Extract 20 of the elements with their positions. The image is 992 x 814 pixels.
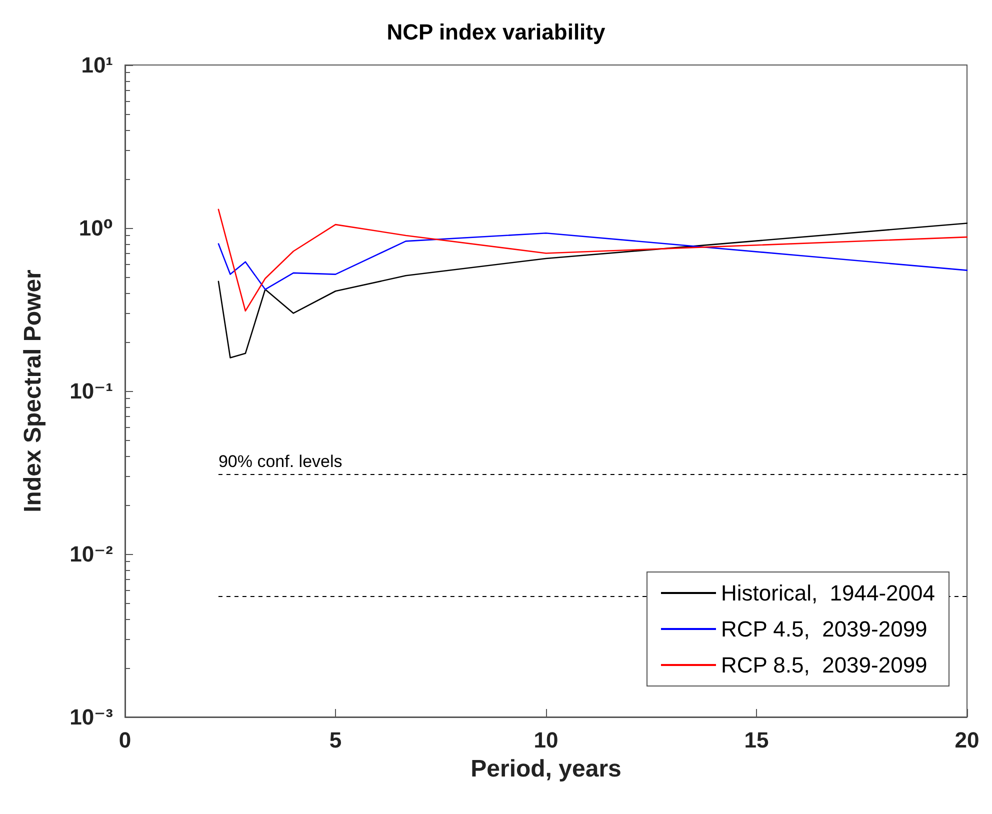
legend-label: RCP 8.5, 2039-2099 — [720, 652, 928, 678]
chart-title: NCP index variability — [386, 20, 606, 44]
legend-label: Historical, 1944-2004 — [720, 580, 936, 606]
line-series — [218, 232, 968, 290]
x-tick-label: 20 — [954, 728, 980, 752]
y-tick-label: 10⁻³ — [70, 704, 113, 730]
y-axis-title: Index Spectral Power — [20, 270, 46, 512]
y-tick-label: 10⁻² — [70, 542, 113, 566]
legend-label: RCP 4.5, 2039-2099 — [720, 616, 928, 642]
line-series — [218, 208, 968, 312]
x-tick-label: 15 — [744, 728, 769, 752]
x-axis-title: Period, years — [470, 756, 622, 782]
x-tick-label: 10 — [534, 728, 558, 752]
ref-line-label: 90% conf. levels — [218, 452, 342, 471]
line-series — [218, 222, 968, 358]
y-tick-label: 10⁻¹ — [70, 378, 113, 404]
x-tick-label: 0 — [118, 728, 132, 752]
y-tick-label: 10⁰ — [78, 216, 113, 240]
x-tick-label: 5 — [329, 728, 342, 752]
y-tick-label: 10¹ — [81, 52, 113, 78]
